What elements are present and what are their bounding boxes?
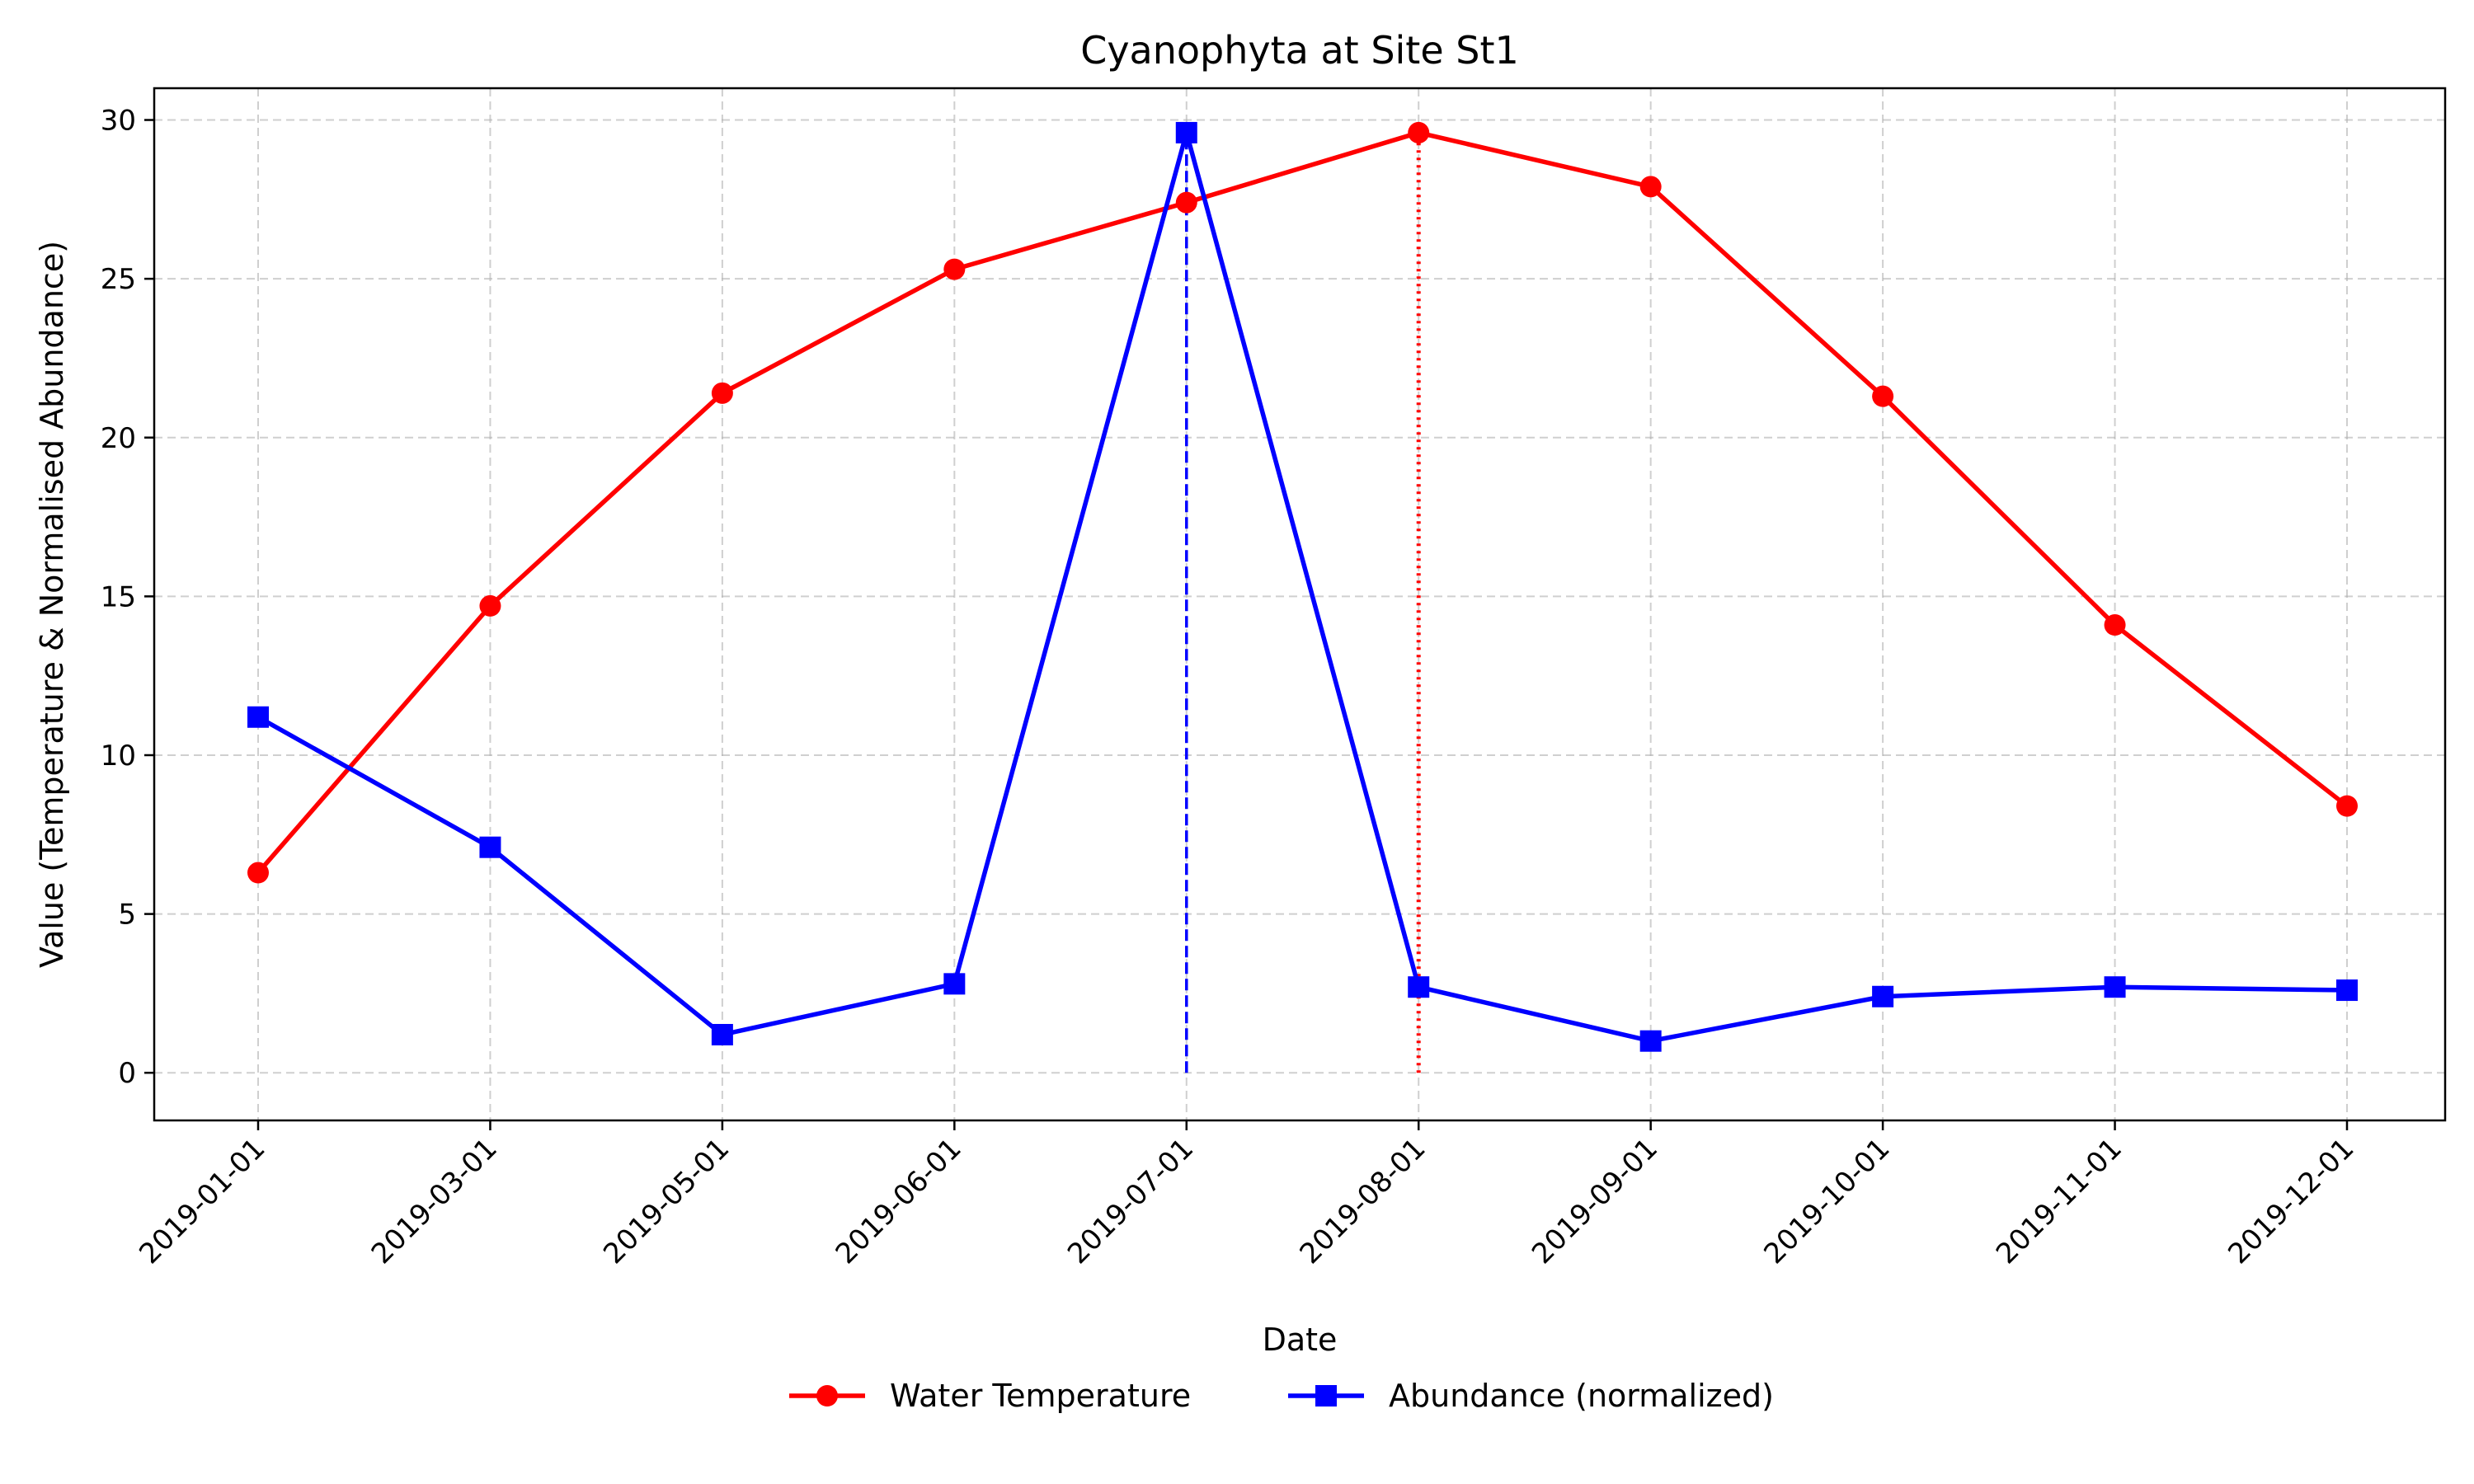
series-layer bbox=[247, 121, 2358, 1052]
data-point bbox=[479, 836, 501, 858]
legend-label: Water Temperature bbox=[890, 1378, 1191, 1414]
legend-marker bbox=[1315, 1385, 1337, 1407]
series-line bbox=[256, 130, 2348, 1044]
y-tick-label: 30 bbox=[101, 105, 136, 138]
data-point bbox=[1872, 985, 1894, 1007]
data-point bbox=[1175, 121, 1197, 143]
data-point bbox=[247, 862, 269, 884]
data-point bbox=[2104, 976, 2126, 998]
plot-frame bbox=[153, 87, 2447, 1122]
data-point bbox=[2104, 614, 2126, 636]
data-point bbox=[711, 1023, 733, 1045]
legend-label: Abundance (normalized) bbox=[1389, 1378, 1774, 1414]
y-tick-label: 0 bbox=[118, 1057, 136, 1090]
data-point bbox=[1639, 1030, 1662, 1052]
x-axis-label: Date bbox=[1263, 1322, 1338, 1358]
series-water-temperature bbox=[247, 121, 2358, 884]
series-abundance-normalized bbox=[247, 121, 2358, 1052]
y-tick-label: 10 bbox=[101, 740, 136, 773]
y-tick-label: 5 bbox=[118, 899, 136, 932]
y-axis: 0 5 10 15 20 25 30 bbox=[101, 105, 154, 1090]
y-tick-label: 15 bbox=[101, 580, 136, 613]
data-point bbox=[943, 973, 966, 995]
legend-item-water-temperature: Water Temperature bbox=[789, 1378, 1191, 1414]
y-tick-label: 25 bbox=[101, 263, 136, 296]
data-point bbox=[2336, 795, 2358, 817]
series-line bbox=[256, 130, 2349, 875]
data-point bbox=[479, 594, 501, 617]
data-point bbox=[1872, 385, 1894, 407]
legend-marker bbox=[816, 1385, 838, 1407]
data-point bbox=[247, 706, 269, 728]
y-axis-label: Value (Temperature & Normalised Abundanc… bbox=[34, 241, 70, 968]
data-point bbox=[943, 258, 966, 280]
data-point bbox=[1175, 191, 1197, 214]
data-point bbox=[1408, 121, 1430, 143]
legend-item-abundance-normalized: Abundance (normalized) bbox=[1288, 1378, 1774, 1414]
data-point bbox=[1408, 976, 1430, 998]
legend: Water Temperature Abundance (normalized) bbox=[789, 1378, 1774, 1414]
y-tick-label: 20 bbox=[101, 422, 136, 455]
chart-title: Cyanophyta at Site St1 bbox=[1080, 28, 1519, 73]
data-point bbox=[711, 382, 733, 404]
reference-lines bbox=[1185, 132, 1421, 1073]
data-point bbox=[1639, 176, 1662, 198]
data-point bbox=[2336, 979, 2358, 1002]
